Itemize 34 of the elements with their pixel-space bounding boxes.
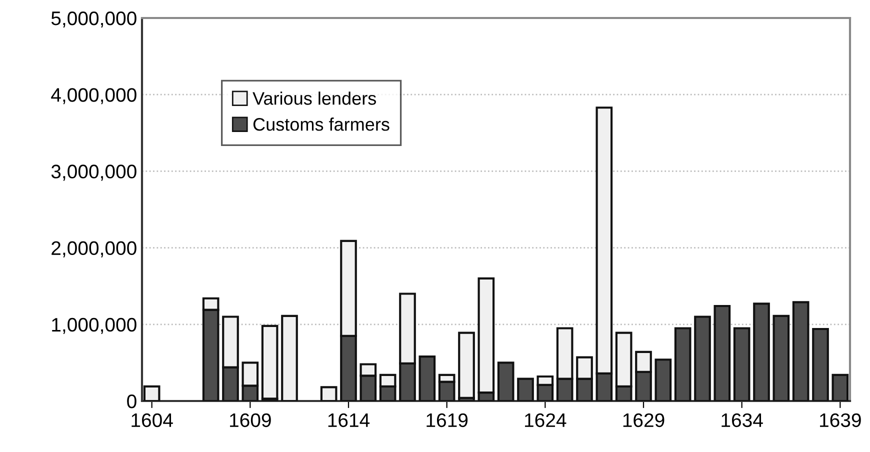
y-tick-label: 4,000,000: [51, 88, 136, 104]
x-tick-label: 1634: [722, 413, 763, 428]
x-tick-label: 1629: [623, 413, 664, 428]
x-tick-label: 1619: [426, 413, 468, 428]
bar: [832, 374, 849, 401]
bar: [517, 378, 534, 401]
bar: [812, 328, 829, 401]
x-tick-label: 1624: [525, 413, 566, 428]
bar: [458, 332, 475, 399]
bar: [281, 314, 298, 401]
bar: [733, 327, 750, 401]
x-tick-label: 1604: [132, 413, 173, 428]
legend-label: Customs farmers: [253, 118, 390, 131]
bar: [143, 385, 160, 401]
bar: [497, 362, 514, 401]
x-tick-label: 1639: [820, 413, 861, 428]
bar: [674, 327, 692, 401]
y-tick-label: 3,000,000: [51, 164, 136, 181]
legend-label: Various lenders: [252, 92, 376, 105]
x-tick-label: 1609: [230, 413, 271, 428]
y-tick-label: 2,000,000: [52, 241, 136, 258]
y-tick-label: 1,000,000: [52, 318, 136, 334]
bar: [694, 316, 711, 401]
bar: [261, 324, 278, 400]
bar: [654, 358, 672, 401]
bar: [753, 302, 770, 401]
y-tick-label: 0: [127, 394, 136, 408]
bar: [418, 356, 436, 401]
x-tick-label: 1614: [328, 413, 370, 428]
y-tick-label: 5,000,000: [51, 11, 136, 28]
bar: [792, 301, 810, 401]
bar: [320, 386, 338, 401]
bar: [772, 314, 790, 401]
bar: [714, 304, 731, 401]
